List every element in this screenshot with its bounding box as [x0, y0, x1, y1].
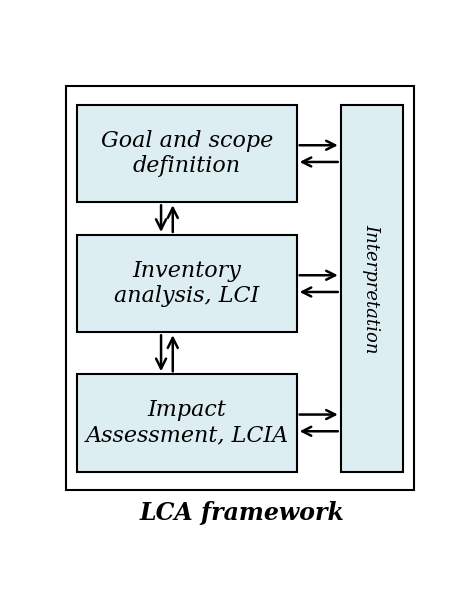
Text: Goal and scope
definition: Goal and scope definition	[101, 130, 273, 177]
Bar	[66, 86, 414, 490]
Bar	[77, 374, 297, 472]
Text: Inventory
analysis, LCI: Inventory analysis, LCI	[114, 260, 260, 308]
Text: Interpretation: Interpretation	[363, 224, 381, 353]
Bar	[77, 235, 297, 332]
Text: LCA framework: LCA framework	[139, 502, 345, 525]
Bar	[77, 105, 297, 203]
Text: Impact
Assessment, LCIA: Impact Assessment, LCIA	[85, 399, 289, 447]
Bar	[341, 105, 403, 472]
